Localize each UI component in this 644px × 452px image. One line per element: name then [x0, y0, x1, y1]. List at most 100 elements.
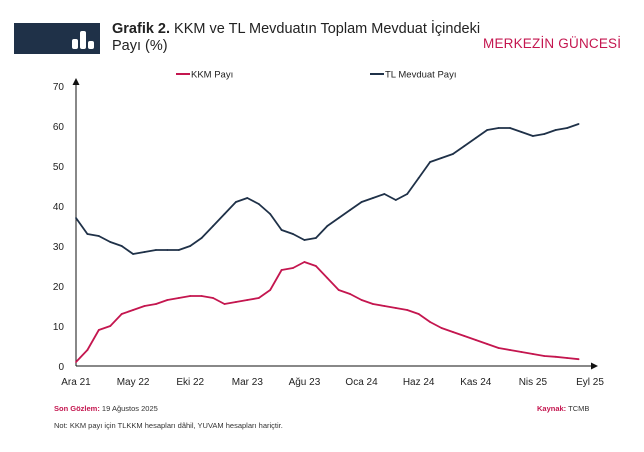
data-point: [429, 321, 431, 323]
data-point: [337, 217, 340, 219]
y-axis-arrow-icon: [72, 78, 80, 85]
data-point: [166, 299, 169, 301]
data-point: [189, 295, 192, 297]
data-point: [246, 197, 249, 199]
y-tick-label: 50: [53, 162, 65, 173]
data-point: [235, 201, 237, 203]
data-point: [280, 229, 283, 231]
data-point: [360, 201, 363, 203]
data-point: [326, 277, 329, 279]
data-point: [509, 127, 511, 129]
data-point: [166, 249, 169, 251]
data-point: [463, 335, 466, 337]
data-point: [566, 357, 569, 359]
data-point: [337, 289, 340, 291]
x-tick-label: Eyl 25: [576, 377, 604, 388]
y-tick-label: 10: [53, 322, 65, 333]
data-point: [440, 327, 443, 329]
x-tick-label: Eki 22: [176, 377, 204, 388]
y-tick-label: 30: [53, 242, 65, 253]
data-point: [394, 199, 397, 201]
data-point: [200, 295, 203, 297]
data-point: [223, 303, 226, 305]
data-point: [97, 235, 100, 237]
x-tick-label: Kas 24: [460, 377, 492, 388]
legend-label: KKM Payı: [191, 70, 233, 81]
data-point: [132, 253, 135, 255]
data-point: [75, 361, 77, 363]
data-point: [109, 325, 112, 327]
data-point: [417, 313, 420, 315]
data-point: [520, 351, 523, 353]
data-point: [280, 269, 283, 271]
data-point: [474, 137, 477, 139]
data-point: [520, 131, 523, 133]
data-point: [303, 239, 306, 241]
data-point: [75, 217, 77, 219]
data-point: [406, 309, 409, 311]
data-point: [303, 261, 306, 263]
data-point: [177, 249, 180, 251]
data-point: [189, 245, 192, 247]
data-point: [143, 305, 146, 307]
data-point: [566, 127, 569, 129]
data-point: [383, 193, 386, 195]
data-point: [349, 293, 352, 295]
data-point: [554, 355, 557, 358]
data-point: [429, 161, 431, 163]
data-point: [383, 305, 386, 307]
chart-banner: [14, 23, 100, 54]
data-point: [486, 343, 489, 345]
data-point: [497, 127, 500, 129]
data-point: [531, 135, 534, 137]
x-tick-label: Ara 21: [61, 377, 91, 388]
data-point: [97, 329, 100, 331]
source: Kaynak: TCMB: [537, 404, 590, 413]
x-axis-arrow-icon: [591, 362, 598, 370]
y-tick-label: 20: [53, 282, 65, 293]
x-tick-label: Nis 25: [519, 377, 548, 388]
data-point: [417, 177, 420, 179]
data-point: [486, 129, 489, 131]
data-point: [463, 145, 466, 147]
series-line-tl: [75, 123, 579, 255]
data-point: [132, 309, 135, 311]
data-point: [223, 213, 226, 215]
data-point: [452, 331, 454, 333]
note: Not: KKM payı için TLKKM hesapları dâhil…: [54, 421, 283, 430]
x-tick-label: May 22: [117, 377, 150, 388]
data-point: [577, 358, 580, 361]
x-tick-label: Haz 24: [403, 377, 435, 388]
data-point: [155, 303, 157, 305]
last-observation: Son Gözlem: 19 Ağustos 2025: [54, 404, 158, 413]
data-point: [452, 153, 454, 155]
data-point: [212, 297, 214, 299]
data-point: [109, 241, 112, 243]
brand-name: MERKEZİN GÜNCESİ: [483, 36, 622, 51]
data-point: [257, 203, 260, 205]
data-point: [497, 347, 500, 349]
data-point: [120, 245, 123, 247]
data-point: [349, 209, 352, 211]
data-point: [177, 297, 180, 299]
data-point: [86, 233, 89, 235]
data-point: [314, 265, 317, 267]
x-tick-label: Oca 24: [345, 377, 378, 388]
data-point: [86, 349, 89, 351]
chart-title: Grafik 2. KKM ve TL Mevduatın Toplam Mev…: [112, 21, 481, 54]
data-point: [372, 197, 374, 199]
data-point: [143, 251, 146, 253]
y-tick-label: 70: [53, 82, 65, 93]
data-point: [509, 349, 511, 351]
data-point: [200, 237, 203, 239]
data-point: [440, 157, 443, 159]
y-tick-label: 40: [53, 202, 65, 213]
y-tick-label: 0: [58, 362, 64, 373]
data-point: [474, 339, 477, 341]
data-point: [360, 299, 363, 301]
data-point: [269, 213, 272, 215]
data-point: [372, 303, 374, 305]
data-point: [543, 355, 546, 357]
